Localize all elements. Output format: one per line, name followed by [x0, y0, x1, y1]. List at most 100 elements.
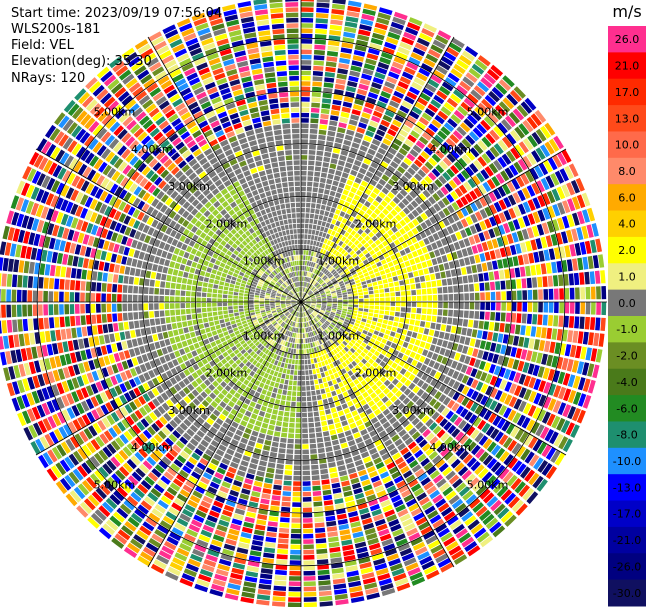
velocity-gate [345, 500, 356, 508]
velocity-gate [167, 361, 175, 369]
velocity-gate [147, 380, 155, 389]
velocity-gate [313, 347, 318, 353]
velocity-gate [332, 328, 338, 333]
velocity-gate [212, 534, 225, 543]
velocity-gate [421, 373, 429, 381]
velocity-gate [444, 332, 450, 340]
velocity-gate [293, 481, 301, 486]
velocity-gate [403, 323, 409, 330]
velocity-gate [237, 498, 248, 506]
velocity-gate [487, 112, 499, 124]
velocity-gate [354, 98, 365, 106]
velocity-gate [272, 489, 282, 496]
velocity-gate [174, 552, 188, 562]
velocity-gate [301, 107, 310, 113]
velocity-gate [396, 582, 411, 592]
velocity-gate [157, 524, 170, 535]
velocity-gate [274, 580, 287, 586]
velocity-gate [405, 562, 419, 572]
velocity-gate [318, 590, 332, 597]
velocity-gate [197, 361, 204, 368]
velocity-gate [419, 321, 426, 327]
velocity-gate [364, 235, 371, 242]
velocity-gate [356, 189, 363, 197]
velocity-gate [484, 251, 491, 261]
velocity-gate [424, 395, 433, 404]
velocity-gate [479, 340, 486, 350]
velocity-gate [191, 389, 200, 397]
velocity-gate [289, 565, 301, 571]
velocity-gate [147, 401, 156, 411]
velocity-gate [275, 349, 280, 355]
velocity-gate [349, 585, 363, 593]
velocity-gate [552, 400, 562, 413]
velocity-gate [301, 12, 314, 18]
velocity-gate [536, 478, 548, 492]
velocity-gate [311, 229, 316, 235]
velocity-gate [567, 374, 576, 388]
velocity-gate [382, 504, 393, 513]
velocity-gate [528, 436, 538, 449]
velocity-gate [323, 238, 328, 244]
velocity-gate [343, 554, 356, 562]
velocity-gate [410, 483, 422, 493]
velocity-gate [559, 302, 565, 314]
velocity-gate [423, 23, 437, 33]
velocity-gate [301, 44, 313, 49]
velocity-gate [57, 411, 66, 424]
velocity-gate [390, 306, 395, 311]
velocity-gate [357, 235, 364, 242]
velocity-gate [30, 441, 41, 455]
velocity-gate [158, 550, 172, 560]
velocity-gate [432, 425, 442, 435]
velocity-gate [323, 276, 328, 281]
velocity-gate [312, 401, 318, 406]
velocity-gate [346, 157, 355, 164]
velocity-gate [278, 333, 283, 338]
velocity-gate [312, 71, 323, 77]
velocity-gate [304, 295, 309, 299]
velocity-gate [228, 577, 242, 586]
velocity-gate [317, 321, 322, 326]
velocity-gate [333, 492, 343, 499]
velocity-gate [337, 302, 343, 304]
velocity-gate [311, 303, 316, 305]
velocity-gate [461, 50, 475, 62]
velocity-gate [424, 228, 432, 237]
velocity-gate [587, 207, 596, 222]
velocity-gate [213, 435, 222, 443]
velocity-gate [445, 470, 456, 481]
velocity-gate [251, 328, 257, 334]
velocity-gate [327, 456, 335, 463]
velocity-gate [391, 61, 404, 70]
velocity-gate [42, 418, 52, 431]
velocity-gate [204, 363, 212, 370]
velocity-gate [347, 575, 361, 583]
velocity-gate [331, 310, 336, 313]
velocity-gate [387, 221, 394, 229]
velocity-gate [317, 373, 322, 379]
velocity-gate [432, 308, 438, 315]
velocity-gate [563, 315, 569, 328]
velocity-gate [390, 234, 398, 241]
velocity-gate [230, 572, 243, 580]
velocity-gate [386, 514, 398, 523]
velocity-gate [354, 232, 360, 239]
velocity-gate [323, 156, 331, 163]
velocity-gate [424, 108, 436, 118]
velocity-gate [429, 369, 437, 377]
velocity-gate [332, 300, 338, 302]
velocity-gate [344, 366, 351, 372]
velocity-gate [138, 384, 146, 394]
velocity-gate [220, 514, 231, 522]
velocity-gate [330, 261, 336, 267]
velocity-gate [305, 380, 310, 386]
velocity-gate [378, 265, 384, 271]
velocity-gate [436, 316, 442, 323]
velocity-gate [154, 358, 162, 367]
velocity-gate [294, 317, 297, 322]
velocity-gate [336, 165, 344, 172]
velocity-gate [354, 541, 367, 549]
velocity-gate [402, 255, 409, 262]
velocity-gate [154, 504, 166, 514]
